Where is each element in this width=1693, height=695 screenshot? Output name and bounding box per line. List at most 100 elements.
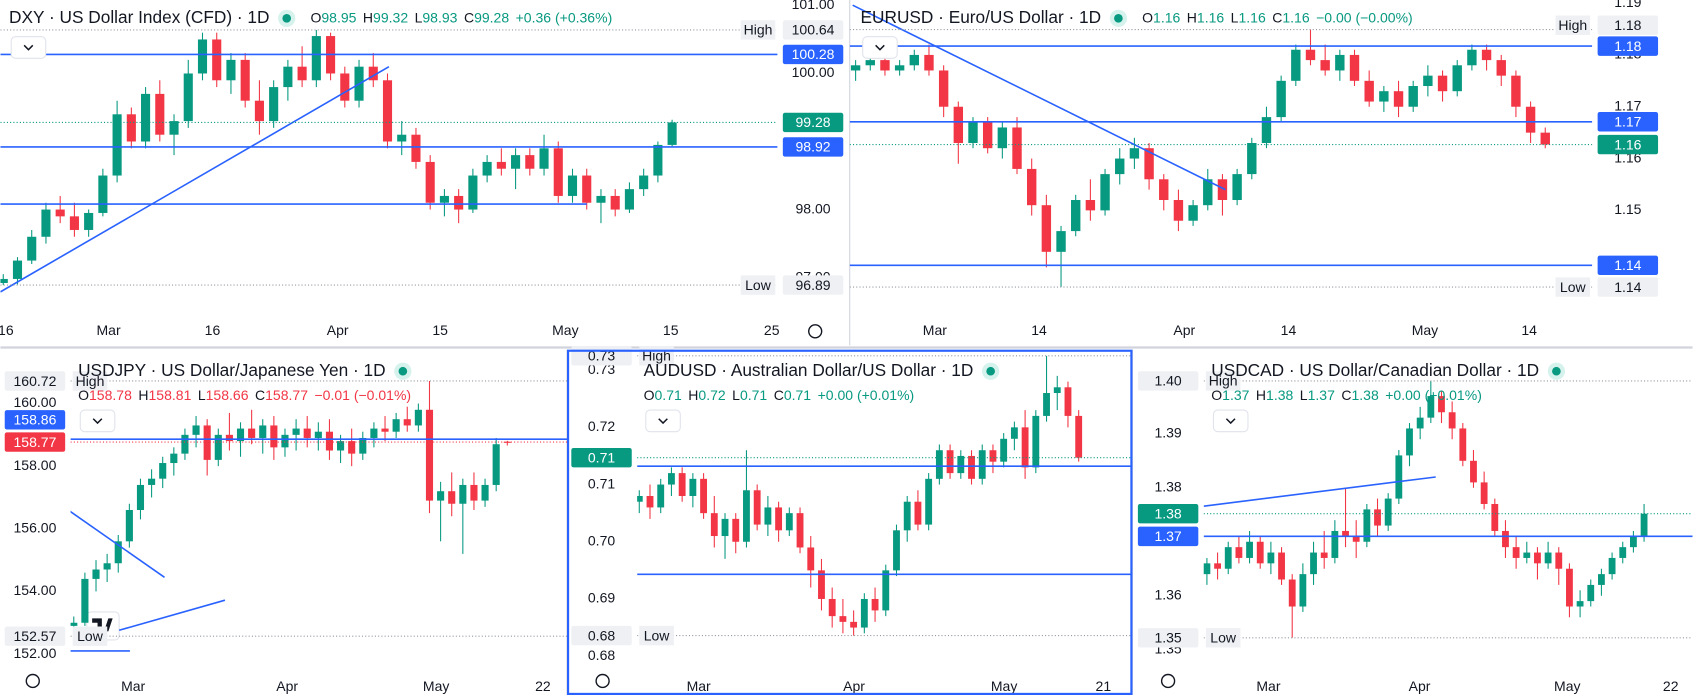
candle-body	[1481, 49, 1492, 61]
candle-body	[348, 441, 356, 454]
candle-body	[170, 453, 178, 464]
collapse-chevron[interactable]	[23, 44, 34, 51]
candle-body	[155, 93, 165, 135]
candle-body	[368, 66, 378, 81]
price-tag-label: 1.35	[1154, 630, 1181, 646]
candle-body	[880, 60, 890, 71]
ohlc-key: H	[138, 387, 148, 403]
candle-body	[81, 578, 89, 623]
candle-body	[668, 473, 675, 485]
x-tick-label: Mar	[96, 322, 120, 338]
ohlc-value: 1.16	[1153, 9, 1180, 25]
chart-pane: 152.00 154.00 156.00 158.00 160.00 Mar Apr May 2…	[4, 360, 567, 694]
candle-body	[1452, 65, 1462, 92]
candle-body	[700, 478, 708, 514]
candle-body	[340, 73, 350, 101]
settings-icons[interactable]	[25, 324, 1176, 689]
candle-body	[894, 65, 905, 71]
candle-body	[1598, 574, 1605, 585]
ohlc-value: 158.66	[206, 387, 249, 403]
settings-icon[interactable]	[808, 324, 823, 339]
ohlc-row: O0.71 H0.72 L0.71 C0.71 +0.00 (+0.01%)	[644, 387, 915, 403]
price-tag	[1597, 277, 1659, 297]
chart-pane: 1.351.361.371.381.391.40MarAprMay221.40H…	[1137, 360, 1693, 694]
candle-body	[539, 148, 549, 169]
candle-body	[1437, 75, 1448, 92]
candle-body	[1217, 179, 1228, 201]
collapse-button-box[interactable]	[10, 36, 47, 59]
ohlc-key: L	[415, 9, 423, 25]
candle-body	[1261, 117, 1272, 144]
symbol-title: DXY · US Dollar Index (CFD) · 1D	[9, 7, 269, 27]
collapse-button-box[interactable]	[862, 36, 898, 59]
ohlc-key: C	[1341, 387, 1351, 403]
y-tick-label: 0.71	[588, 475, 615, 491]
candle-body	[240, 59, 250, 101]
ohlc-value: 1.37	[1222, 387, 1249, 403]
candle-body	[1075, 415, 1083, 458]
candle-body	[259, 425, 267, 438]
settings-icon[interactable]	[25, 673, 40, 689]
extreme-label-box	[1555, 15, 1591, 35]
chart-pane: 97.0098.00100.00101.0016Mar16Apr15May152…	[0, 0, 844, 338]
collapse-button[interactable]	[1212, 409, 1249, 433]
trend-line	[70, 510, 165, 579]
candle-body	[1159, 179, 1169, 201]
candle-body	[957, 455, 965, 474]
candle-body	[1408, 86, 1418, 107]
candle-body	[225, 434, 233, 442]
ohlc-value: 1.38	[1351, 387, 1378, 403]
candle-body	[657, 484, 665, 508]
candle-body	[1349, 54, 1360, 81]
price-tag-label: 1.17	[1614, 114, 1641, 130]
candle-body	[968, 122, 978, 144]
collapse-chevron[interactable]	[875, 44, 885, 51]
candle-body	[893, 530, 900, 571]
candle-body	[1459, 428, 1467, 461]
candle-body	[753, 490, 761, 525]
price-tag-label: 1.37	[1154, 528, 1181, 544]
price-tag-label: 152.57	[14, 628, 57, 644]
settings-icon[interactable]	[1160, 673, 1176, 689]
x-tick-label: Apr	[276, 678, 298, 694]
price-tag	[1597, 15, 1659, 35]
price-tag	[782, 275, 844, 295]
collapse-button[interactable]	[862, 36, 898, 59]
candle-body	[1512, 547, 1520, 558]
collapse-button-box[interactable]	[79, 409, 116, 433]
collapse-button-box[interactable]	[1212, 409, 1249, 433]
collapse-button[interactable]	[79, 409, 116, 433]
candle-body	[1278, 552, 1285, 580]
candle-body	[909, 54, 919, 66]
candle-body	[41, 209, 51, 237]
settings-icon[interactable]	[595, 673, 610, 689]
price-tag-label: 1.40	[1154, 373, 1181, 389]
candle-body	[924, 54, 934, 71]
collapse-button[interactable]	[10, 36, 47, 59]
ohlc-row: O98.95 H99.32 L98.93 C99.28 +0.36 (+0.36%)	[310, 9, 612, 25]
extreme-label-box	[639, 625, 674, 646]
ohlc-key: H	[688, 387, 698, 403]
collapse-button[interactable]	[645, 409, 681, 433]
candle-body	[325, 431, 334, 451]
collapse-button-box[interactable]	[645, 409, 681, 433]
collapse-chevron[interactable]	[1225, 418, 1236, 425]
candle-body	[860, 598, 868, 628]
candle-body	[903, 501, 911, 531]
y-tick-label: 1.38	[1154, 478, 1181, 494]
candle-body	[1144, 148, 1154, 180]
candle-body	[1608, 557, 1616, 575]
candle-body	[392, 419, 400, 432]
candle-body	[297, 66, 307, 81]
candle-body	[236, 428, 245, 442]
symbol-title: USDJPY · US Dollar/Japanese Yen · 1D	[78, 360, 385, 380]
ohlc-value: 1.16	[1197, 9, 1224, 25]
collapse-chevron[interactable]	[658, 418, 668, 425]
candle-body	[269, 87, 279, 122]
symbol-title: USDCAD · US Dollar/Canadian Dollar · 1D	[1211, 360, 1539, 380]
y-tick-label: 0.70	[588, 532, 615, 548]
ohlc-key: C	[1272, 9, 1282, 25]
collapse-chevron[interactable]	[92, 418, 103, 425]
candle-body	[1246, 541, 1253, 558]
candle-body	[226, 59, 236, 81]
